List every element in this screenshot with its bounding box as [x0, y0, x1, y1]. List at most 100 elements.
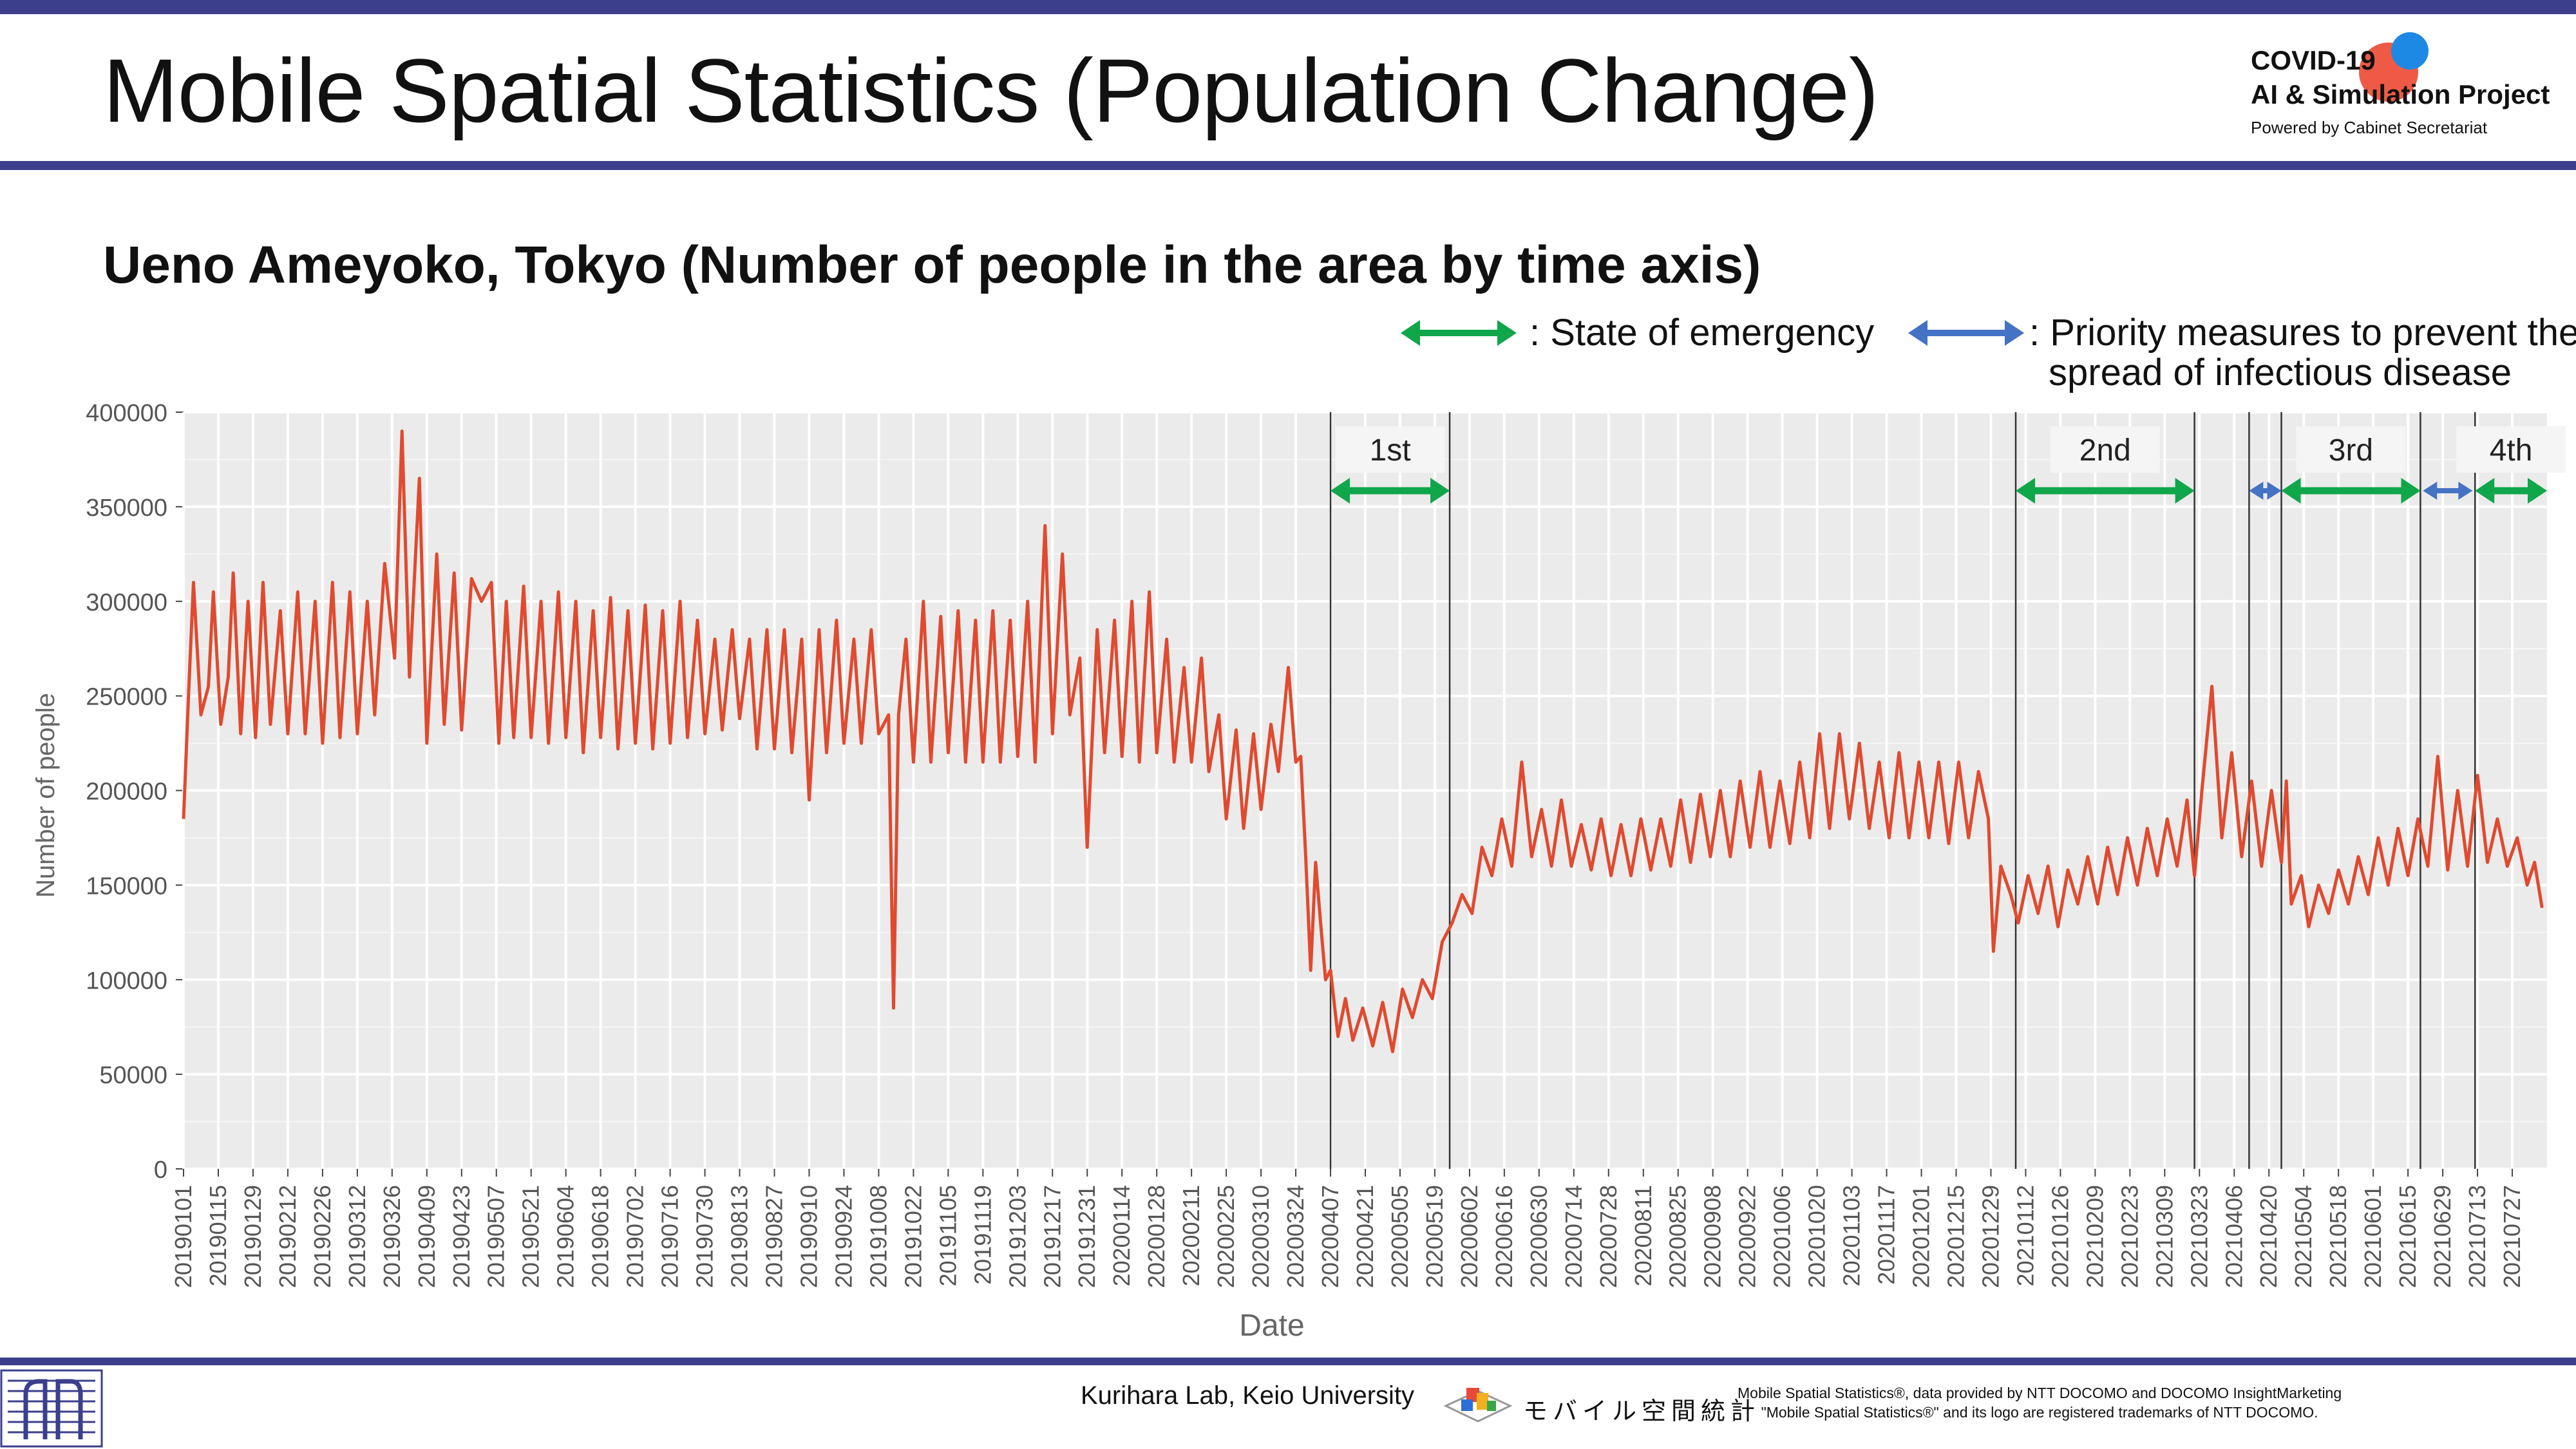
- period-label: 4th: [2490, 433, 2533, 468]
- x-tick-label: 20200630: [1526, 1185, 1552, 1288]
- x-tick-label: 20201103: [1839, 1185, 1865, 1287]
- x-tick-label: 20190702: [622, 1185, 649, 1288]
- y-tick-label: 0: [154, 1157, 167, 1184]
- x-tick-label: 20200114: [1108, 1185, 1135, 1287]
- period-label-box: [2296, 426, 2406, 473]
- legend-emergency-label: : State of emergency: [1530, 312, 1875, 354]
- x-tick-label: 20191119: [969, 1185, 996, 1285]
- emergency-arrowhead-right: [2528, 478, 2547, 504]
- x-tick-label: 20210406: [2221, 1185, 2247, 1288]
- priority-arrowhead-right: [2458, 482, 2473, 500]
- x-tick-label: 20190924: [830, 1185, 857, 1288]
- x-tick-label: 20191105: [934, 1185, 961, 1287]
- x-tick-label: 20190827: [761, 1185, 788, 1288]
- emergency-arrowhead-left: [2016, 478, 2036, 504]
- x-tick-label: 20201201: [1908, 1185, 1935, 1288]
- x-tick-label: 20210309: [2151, 1185, 2177, 1288]
- x-tick-label: 20200310: [1247, 1185, 1274, 1288]
- logo-blue-dot: [2391, 32, 2429, 70]
- x-tick-label: 20191203: [1004, 1185, 1030, 1288]
- x-tick-label: 20201006: [1769, 1185, 1795, 1288]
- footer-trademark-note: Mobile Spatial Statistics®, data provide…: [1738, 1383, 2342, 1422]
- y-tick-label: 200000: [86, 779, 167, 806]
- x-tick-label: 20200908: [1700, 1185, 1726, 1288]
- x-tick-label: 20210420: [2255, 1185, 2282, 1288]
- y-tick-label: 400000: [86, 400, 167, 427]
- x-tick-label: 20210126: [2047, 1185, 2073, 1288]
- priority-arrowhead-left: [2249, 482, 2264, 500]
- x-tick-label: 20190115: [205, 1185, 231, 1287]
- x-tick-label: 20190226: [309, 1185, 336, 1288]
- x-tick-label: 20210209: [2081, 1185, 2108, 1288]
- y-tick-label: 150000: [86, 873, 167, 900]
- x-tick-label: 20190716: [657, 1185, 683, 1288]
- footer-lab-name: Kurihara Lab, Keio University: [1081, 1381, 1415, 1410]
- x-tick-label: 20190604: [553, 1185, 579, 1288]
- x-tick-label: 20190129: [240, 1185, 266, 1288]
- chart-subtitle: Ueno Ameyoko, Tokyo (Number of people in…: [103, 236, 1761, 294]
- x-tick-label: 20191022: [900, 1185, 926, 1288]
- x-tick-label: 20191217: [1039, 1185, 1065, 1288]
- x-axis-title: Date: [1239, 1309, 1304, 1343]
- x-tick-label: 20190521: [518, 1185, 544, 1288]
- emergency-arrowhead-right: [1430, 478, 1450, 504]
- y-axis-title: Number of people: [32, 693, 60, 898]
- x-tick-label: 20190326: [379, 1185, 405, 1288]
- footer-divider: [0, 1358, 2576, 1365]
- x-tick-label: 20201215: [1943, 1185, 1969, 1288]
- x-tick-label: 20200728: [1595, 1185, 1622, 1288]
- legend-priority-label-2: spread of infectious disease: [2049, 352, 2512, 393]
- population-line-chart: 0 50000 100000 150000 200000 250000 300000 3500…: [32, 400, 2566, 1343]
- title-divider: [0, 161, 2576, 170]
- x-tick-label: 20190101: [170, 1185, 196, 1288]
- x-tick-label: 20200128: [1143, 1185, 1170, 1288]
- y-tick-label: 350000: [86, 495, 167, 522]
- legend-priority-label-1: : Priority measures to prevent the: [2029, 312, 2576, 354]
- x-tick-label: 20210504: [2290, 1185, 2316, 1288]
- mobile-spatial-statistics-logo: [1443, 1388, 1513, 1423]
- y-tick-label: 250000: [86, 684, 167, 711]
- x-tick-label: 20200811: [1630, 1185, 1656, 1287]
- x-tick-label: 20200714: [1560, 1185, 1587, 1288]
- period-label: 1st: [1370, 433, 1411, 468]
- x-tick-label: 20190813: [726, 1185, 753, 1288]
- x-tick-label: 20190423: [448, 1185, 475, 1288]
- blue-double-arrow-icon: [1908, 320, 2024, 346]
- priority-arrowhead-right: [2267, 482, 2282, 500]
- page-title: Mobile Spatial Statistics (Population Ch…: [103, 40, 1879, 141]
- logo-line-2: AI & Simulation Project: [2251, 79, 2550, 109]
- x-tick-label: 20210323: [2186, 1185, 2212, 1288]
- x-tick-label: 20200324: [1282, 1185, 1309, 1288]
- x-tick-label: 20210601: [2360, 1185, 2386, 1288]
- period-label: 3rd: [2329, 433, 2373, 468]
- x-tick-label: 20200825: [1665, 1185, 1691, 1288]
- x-tick-label: 20210518: [2325, 1185, 2351, 1288]
- priority-arrowhead-left: [2423, 482, 2438, 500]
- period-label-box: [2050, 426, 2160, 473]
- footer-note-line-1: Mobile Spatial Statistics®, data provide…: [1738, 1385, 2342, 1401]
- x-tick-label: 20190910: [795, 1185, 822, 1288]
- top-accent-bar: [0, 0, 2576, 14]
- x-tick-label: 20210223: [2116, 1185, 2143, 1288]
- x-tick-label: 20210112: [2012, 1185, 2038, 1287]
- x-tick-label: 20200616: [1491, 1185, 1517, 1288]
- x-tick-label: 20200211: [1178, 1185, 1204, 1287]
- x-tick-label: 20200519: [1421, 1185, 1448, 1288]
- x-tick-label: 20200922: [1734, 1185, 1761, 1288]
- x-tick-label: 20191008: [865, 1185, 891, 1288]
- x-tick-label: 20190730: [692, 1185, 718, 1288]
- x-tick-label: 20190409: [413, 1185, 440, 1288]
- green-double-arrow-icon: [1401, 320, 1517, 346]
- x-tick-label: 20201020: [1804, 1185, 1830, 1288]
- population-series-line: [182, 429, 2544, 1054]
- period-label: 2nd: [2079, 433, 2131, 468]
- x-tick-label: 20200407: [1317, 1185, 1343, 1288]
- footer-note-line-2: "Mobile Spatial Statistics®" and its log…: [1761, 1404, 2318, 1421]
- period-label-box: [2456, 426, 2566, 473]
- x-tick-label: 20210615: [2394, 1185, 2421, 1288]
- period-label-box: [1335, 426, 1445, 473]
- x-tick-label: 20201117: [1873, 1185, 1900, 1285]
- y-tick-label: 300000: [86, 589, 167, 616]
- x-tick-label: 20200602: [1456, 1185, 1482, 1288]
- emergency-arrowhead-left: [2475, 478, 2495, 504]
